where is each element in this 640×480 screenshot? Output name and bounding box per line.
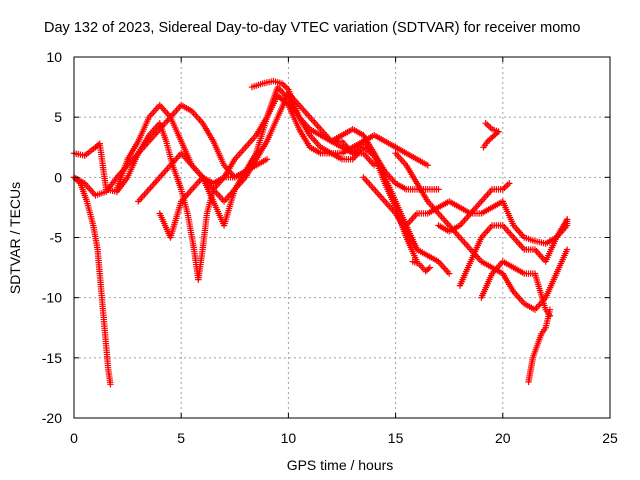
- x-tick-label: 0: [70, 430, 78, 446]
- data-point: [425, 265, 432, 272]
- x-tick-label: 25: [602, 430, 618, 446]
- data-points: [70, 77, 571, 388]
- y-tick-label: -5: [50, 230, 63, 246]
- data-point: [426, 264, 434, 271]
- x-tick-label: 20: [495, 430, 511, 446]
- y-tick-label: -10: [42, 290, 62, 306]
- data-point: [446, 270, 453, 277]
- y-tick-label: -20: [42, 410, 62, 426]
- data-point: [563, 246, 571, 253]
- data-point: [480, 144, 487, 151]
- data-point: [489, 133, 496, 141]
- data-point: [563, 216, 571, 223]
- data-point: [274, 92, 281, 99]
- y-tick-label: 0: [54, 169, 62, 185]
- x-axis-label: GPS time / hours: [287, 457, 394, 473]
- data-point: [277, 95, 284, 102]
- data-point: [492, 131, 499, 138]
- data-point: [276, 93, 283, 101]
- data-point: [546, 306, 554, 313]
- data-point: [487, 135, 495, 142]
- data-point: [107, 381, 114, 388]
- data-point: [435, 186, 442, 193]
- x-tick-label: 10: [281, 430, 297, 446]
- data-point: [263, 156, 271, 163]
- x-tick-label: 15: [388, 430, 404, 446]
- data-point: [493, 129, 501, 137]
- data-point: [490, 132, 498, 139]
- data-point: [486, 136, 493, 144]
- y-axis-label: SDTVAR / TECUs: [7, 182, 23, 294]
- x-tick-label: 5: [177, 430, 185, 446]
- data-point: [370, 162, 378, 169]
- data-point: [506, 180, 513, 187]
- y-tick-label: -15: [42, 350, 62, 366]
- axis-ticks: 0 5 10 15 20 25 -20 -15 -10 -5 0 5 10: [42, 49, 618, 446]
- data-point: [424, 162, 431, 169]
- y-tick-label: 5: [54, 109, 62, 125]
- y-tick-label: 10: [46, 49, 62, 65]
- chart-title: Day 132 of 2023, Sidereal Day-to-day VTE…: [44, 20, 580, 36]
- data-point: [495, 128, 502, 135]
